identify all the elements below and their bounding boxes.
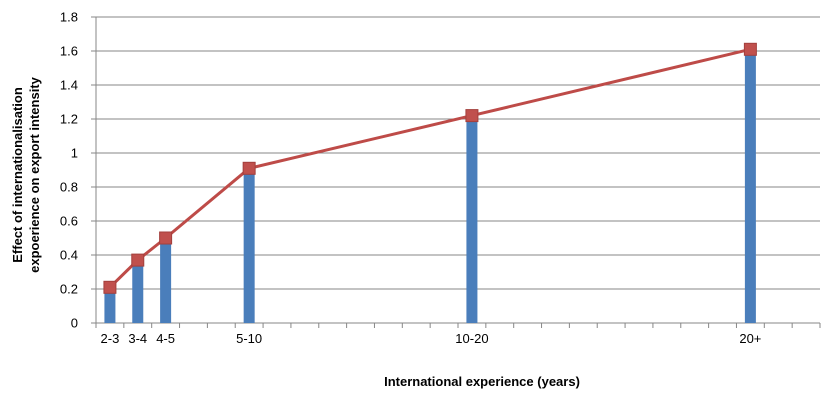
y-axis-title: Effect of internationalisation expoerien…: [10, 76, 42, 273]
bars: [104, 49, 756, 324]
y-tick-labels: 0 0.2 0.4 0.6 0.8 1 1.2 1.4 1.6 1.8: [60, 10, 78, 331]
axes: [91, 16, 821, 328]
bar: [104, 287, 116, 323]
y-tick-label: 0.2: [60, 282, 78, 297]
line-marker: [743, 42, 757, 56]
y-tick-label: 0.6: [60, 214, 78, 229]
line-marker: [131, 253, 145, 267]
y-tick-label: 1.2: [60, 112, 78, 127]
y-tick-label: 0.4: [60, 248, 78, 263]
line-marker: [159, 231, 173, 245]
bar: [466, 115, 478, 323]
x-tick-label: 4-5: [156, 331, 175, 346]
y-tick-label: 0: [71, 316, 78, 331]
bar: [132, 260, 144, 323]
y-tick-label: 1.8: [60, 10, 78, 25]
bar: [243, 168, 255, 323]
line-marker: [103, 280, 117, 294]
bar: [160, 238, 172, 323]
x-tick-label: 3-4: [128, 331, 147, 346]
y-axis-title-line-2: expoerience on export intensity: [27, 76, 42, 273]
y-tick-label: 1.4: [60, 78, 78, 93]
y-tick-label: 1.6: [60, 44, 78, 59]
line-marker: [465, 109, 479, 123]
x-axis-title: International experience (years): [384, 374, 580, 389]
line-series: [103, 42, 757, 294]
x-tick-label: 20+: [739, 331, 761, 346]
y-axis-title-line-1: Effect of internationalisation: [10, 87, 25, 263]
x-tick-label: 2-3: [101, 331, 120, 346]
x-tick-label: 10-20: [455, 331, 488, 346]
x-tick-label: 5-10: [236, 331, 262, 346]
bar: [744, 49, 756, 324]
line-marker: [242, 161, 256, 175]
y-tick-label: 0.8: [60, 180, 78, 195]
x-tick-labels: 2-3 3-4 4-5 5-10 10-20 20+: [101, 331, 762, 346]
y-tick-label: 1: [71, 146, 78, 161]
